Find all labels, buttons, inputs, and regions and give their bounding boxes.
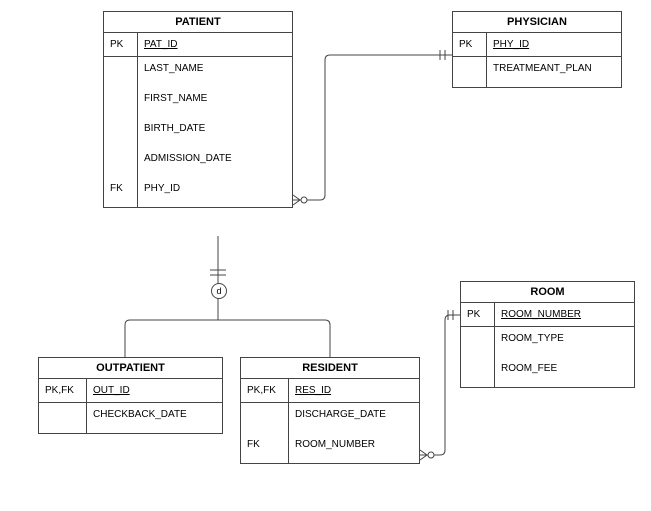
attr-label: CHECKBACK_DATE <box>87 403 222 433</box>
key-label <box>241 403 288 433</box>
key-label <box>104 147 137 177</box>
entity-patient: PATIENT PK FK PAT_ID LAST_NAME FIRST_NAM… <box>103 11 293 208</box>
key-label: FK <box>104 177 137 207</box>
entity-body: PK ROOM_NUMBER ROOM_TYPE ROOM_FEE <box>461 303 634 387</box>
entity-body: PK,FK FK RES_ID DISCHARGE_DATE ROOM_NUMB… <box>241 379 419 463</box>
attr-label: ROOM_NUMBER <box>289 433 419 463</box>
attr-label: PAT_ID <box>138 33 292 57</box>
attr-label: ADMISSION_DATE <box>138 147 292 177</box>
entity-body: PK,FK OUT_ID CHECKBACK_DATE <box>39 379 222 433</box>
attr-label: DISCHARGE_DATE <box>289 403 419 433</box>
entity-title: PHYSICIAN <box>453 12 621 33</box>
attr-label: OUT_ID <box>87 379 222 403</box>
entity-room: ROOM PK ROOM_NUMBER ROOM_TYPE ROOM_FEE <box>460 281 635 388</box>
entity-outpatient: OUTPATIENT PK,FK OUT_ID CHECKBACK_DATE <box>38 357 223 434</box>
entity-body: PK FK PAT_ID LAST_NAME FIRST_NAME BIRTH_… <box>104 33 292 207</box>
attr-label: ROOM_NUMBER <box>495 303 634 327</box>
key-label <box>461 327 494 357</box>
entity-body: PK PHY_ID TREATMEANT_PLAN <box>453 33 621 87</box>
attr-label: TREATMEANT_PLAN <box>487 57 621 87</box>
key-label: FK <box>241 433 288 463</box>
key-label <box>104 117 137 147</box>
key-label <box>39 403 86 433</box>
entity-title: PATIENT <box>104 12 292 33</box>
key-label: PK <box>453 33 486 57</box>
attr-label: RES_ID <box>289 379 419 403</box>
key-label <box>104 87 137 117</box>
entity-title: RESIDENT <box>241 358 419 379</box>
attr-label: FIRST_NAME <box>138 87 292 117</box>
entity-resident: RESIDENT PK,FK FK RES_ID DISCHARGE_DATE … <box>240 357 420 464</box>
attr-label: PHY_ID <box>487 33 621 57</box>
attr-label: ROOM_FEE <box>495 357 634 387</box>
key-label <box>461 357 494 387</box>
attr-label: ROOM_TYPE <box>495 327 634 357</box>
attr-label: PHY_ID <box>138 177 292 207</box>
entity-title: ROOM <box>461 282 634 303</box>
key-label: PK <box>104 33 137 57</box>
key-label: PK,FK <box>241 379 288 403</box>
key-label: PK <box>461 303 494 327</box>
entity-physician: PHYSICIAN PK PHY_ID TREATMEANT_PLAN <box>452 11 622 88</box>
key-label <box>453 57 486 87</box>
entity-title: OUTPATIENT <box>39 358 222 379</box>
attr-label: LAST_NAME <box>138 57 292 87</box>
disjoint-symbol: d <box>211 283 227 299</box>
attr-label: BIRTH_DATE <box>138 117 292 147</box>
key-label: PK,FK <box>39 379 86 403</box>
key-label <box>104 57 137 87</box>
